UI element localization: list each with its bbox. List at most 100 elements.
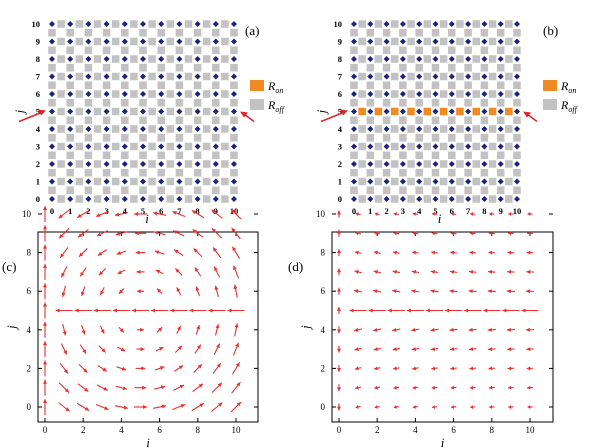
current-arrowhead (508, 385, 512, 390)
resistor-off-square (57, 20, 65, 28)
x-tick-label: 9 (214, 206, 218, 216)
resistor-off-square (407, 37, 415, 46)
current-arrowhead (502, 308, 507, 313)
lattice-node (432, 21, 439, 27)
lattice-node (140, 73, 146, 80)
legend-off-swatch (250, 99, 264, 110)
x-tick-label: 7 (466, 206, 471, 216)
current-arrowhead (393, 385, 397, 390)
x-tick-label: 4 (119, 425, 124, 435)
resistor-off-square (358, 55, 366, 63)
lattice-node (367, 196, 374, 202)
resistor-off-square (407, 177, 415, 186)
lattice-node (121, 21, 128, 27)
resistor-off-square (423, 195, 432, 203)
current-arrowhead (393, 212, 397, 217)
x-tick-label: 2 (375, 425, 380, 435)
resistor-off-square (407, 20, 415, 28)
resistor-off-square (111, 20, 120, 28)
current-arrowhead (387, 308, 392, 313)
resistor-off-square (193, 29, 202, 37)
lattice-node (351, 108, 357, 115)
resistor-off-square (212, 46, 220, 54)
current-arrowhead (177, 325, 181, 331)
lattice-node (514, 91, 520, 97)
y-axis-label: j (314, 109, 329, 115)
resistor-off-square (57, 37, 65, 46)
current-arrowhead (175, 268, 180, 273)
resistor-off-square (382, 64, 391, 72)
lattice-node (231, 73, 237, 80)
current-arrowhead (103, 386, 108, 391)
current-arrowhead (337, 348, 341, 353)
current-arrowhead (488, 250, 493, 255)
lattice-node (194, 143, 201, 150)
resistor-off-square (111, 55, 120, 63)
y-tick-label: 6 (36, 89, 40, 99)
resistor-off-square (75, 160, 84, 168)
lattice-node (176, 91, 183, 97)
resistor-off-square (415, 116, 423, 124)
panel-a-label: (a) (245, 23, 259, 38)
lattice-node (383, 56, 390, 62)
lattice-node (176, 56, 183, 62)
current-arrowhead (488, 385, 493, 390)
current-arrowhead (508, 231, 512, 236)
lattice-node (481, 161, 488, 167)
resistor-off-square (399, 134, 407, 142)
resistor-off-square (431, 29, 440, 37)
resistor-off-square (93, 20, 102, 28)
resistor-off-square (130, 20, 138, 28)
current-arrowhead (431, 366, 436, 371)
resistor-off-square (488, 177, 497, 186)
x-tick-label: 10 (232, 425, 242, 435)
current-arrowhead (373, 270, 378, 274)
resistor-off-square (358, 195, 366, 203)
x-tick-label: 4 (123, 206, 128, 216)
resistor-off-square (496, 81, 505, 89)
resistor-off-square (505, 55, 513, 63)
resistor-off-square (75, 55, 84, 63)
lattice-node (103, 38, 110, 45)
lattice-node (85, 143, 92, 150)
resistor-off-square (84, 81, 93, 89)
lattice-node (416, 178, 423, 185)
current-arrowhead (411, 289, 416, 294)
current-arrowhead (337, 307, 341, 311)
y-tick-label: 10 (316, 209, 326, 219)
resistor-off-square (496, 29, 505, 37)
right-indicator-arrow (240, 111, 255, 123)
resistor-off-square (366, 81, 375, 89)
resistor-off-square (464, 81, 472, 89)
current-arrowhead (430, 347, 436, 352)
resistor-off-square (75, 125, 84, 133)
x-tick-label: 6 (451, 425, 456, 435)
current-arrowhead (177, 345, 183, 350)
current-arrowhead (134, 231, 139, 236)
current-arrowhead (488, 347, 493, 352)
lattice-node (432, 91, 439, 97)
y-tick-label: 10 (334, 19, 343, 29)
current-arrowhead (100, 329, 105, 334)
current-arrowhead (211, 209, 216, 214)
resistor-off-square (166, 72, 175, 81)
current-arrowhead (526, 269, 531, 274)
lattice-node (212, 161, 219, 167)
resistor-off-square (464, 186, 472, 194)
resistor-off-square (431, 186, 440, 194)
lattice-node (176, 21, 183, 27)
lattice-node (432, 38, 439, 45)
y-tick-label: 5 (338, 107, 342, 117)
lattice-node (85, 178, 92, 185)
current-arrowhead (179, 384, 185, 389)
resistor-off-square (480, 64, 489, 72)
lattice-node (399, 196, 406, 202)
current-arrowhead (508, 404, 512, 409)
current-arrowhead (337, 229, 341, 234)
resistor-off-square (84, 186, 93, 194)
resistor-off-square (448, 134, 456, 142)
resistor-off-square (415, 169, 423, 177)
resistor-off-square (431, 46, 440, 54)
lattice-node (465, 38, 472, 45)
current-arrowhead (151, 308, 156, 313)
